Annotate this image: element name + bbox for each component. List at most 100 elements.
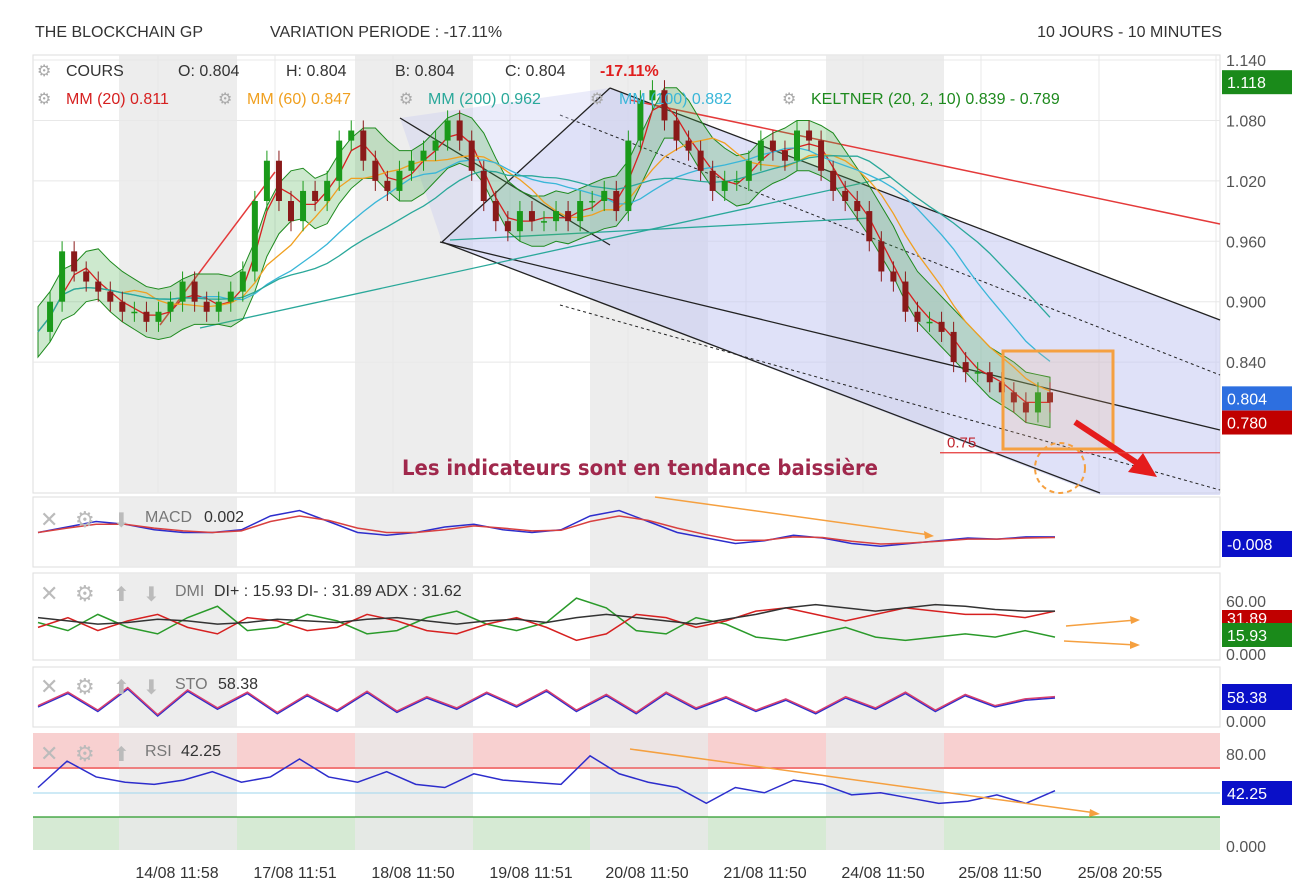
- candle-body: [878, 241, 885, 272]
- y-tick-label: 0.840: [1226, 355, 1266, 372]
- dmi-arrow-2: [1063, 640, 1137, 646]
- candle-body: [215, 301, 222, 312]
- arrow-down-icon[interactable]: ⬇: [143, 675, 160, 699]
- arrow-up-icon[interactable]: ⬆: [113, 675, 130, 699]
- gear-icon[interactable]: ⚙: [399, 89, 413, 108]
- candle-body: [227, 291, 234, 302]
- svg-text:✕: ✕: [40, 675, 58, 700]
- candle-body: [601, 190, 608, 201]
- instrument-name: THE BLOCKCHAIN GP: [35, 24, 203, 41]
- candle-body: [745, 160, 752, 181]
- early-channel-line: [399, 117, 611, 246]
- gear-icon[interactable]: ⚙: [75, 742, 95, 767]
- candle-body: [131, 311, 138, 314]
- arrow-up-icon[interactable]: ⬆: [113, 582, 130, 606]
- candle-body: [709, 170, 716, 191]
- gear-icon[interactable]: ⚙: [75, 675, 95, 700]
- svg-text:⬇: ⬇: [113, 508, 130, 532]
- candle-body: [950, 331, 957, 363]
- gear-icon[interactable]: ⚙: [782, 89, 796, 108]
- x-tick-label: 18/08 11:50: [371, 865, 454, 882]
- period-variation: VARIATION PERIODE : -17.11%: [270, 24, 502, 41]
- y-tick-label: 1.020: [1226, 174, 1266, 191]
- candle-body: [59, 251, 66, 302]
- candle-body: [613, 190, 620, 212]
- day-band: [590, 733, 708, 850]
- arrow-down-icon[interactable]: ⬇: [143, 582, 160, 606]
- y-tick-label: 0.900: [1226, 295, 1266, 312]
- candle-body: [733, 180, 740, 183]
- price-badge-text: 1.118: [1227, 75, 1266, 92]
- day-band: [119, 573, 237, 660]
- svg-text:⬆: ⬆: [113, 675, 130, 699]
- candle-body: [577, 201, 584, 222]
- candle-body: [938, 321, 945, 332]
- gear-icon[interactable]: ⚙: [75, 582, 95, 607]
- x-tick-label: 24/08 11:50: [841, 865, 924, 882]
- svg-text:⚙: ⚙: [75, 582, 95, 607]
- candle-body: [119, 301, 126, 312]
- gear-icon[interactable]: ⚙: [590, 89, 604, 108]
- x-tick-label: 25/08 11:50: [958, 865, 1041, 882]
- gear-icon[interactable]: ⚙: [218, 89, 232, 108]
- candle-body: [384, 180, 391, 191]
- candle-body: [661, 90, 668, 121]
- down-arrow-shaft: [1073, 419, 1142, 468]
- candle-body: [191, 281, 198, 302]
- candle-body: [854, 201, 861, 212]
- indicator-line: [37, 603, 1055, 625]
- day-band: [119, 733, 237, 850]
- candle-body: [143, 311, 150, 322]
- candle-body: [372, 160, 379, 181]
- dmi-arrow-1: [1065, 619, 1137, 627]
- candle-body: [83, 271, 90, 282]
- rsi-title: RSI: [145, 743, 172, 760]
- close-icon[interactable]: ✕: [40, 742, 58, 767]
- sto-value: 58.38: [218, 676, 258, 693]
- candle-body: [288, 201, 294, 222]
- candle-body: [360, 130, 367, 161]
- close-icon[interactable]: ✕: [40, 582, 58, 607]
- candle-body: [1010, 392, 1017, 403]
- rsi-value: 42.25: [181, 743, 221, 760]
- indicator-line: [37, 688, 1056, 717]
- candle-body: [794, 130, 800, 161]
- gear-icon[interactable]: ⚙: [37, 61, 51, 80]
- macd-trend-arrow: [654, 496, 931, 536]
- price-badge: [1222, 410, 1292, 435]
- arrow-up-icon[interactable]: ⬆: [113, 742, 130, 766]
- rsi-ytick-top: 80.00: [1226, 747, 1266, 764]
- period-label: 10 JOURS - 10 MINUTES: [1037, 24, 1222, 41]
- price-badge: [1222, 70, 1292, 95]
- level-label: 0.75: [947, 435, 976, 452]
- candle-body: [275, 160, 282, 201]
- y-tick-label: 1.080: [1226, 113, 1266, 130]
- red-resistance-line: [629, 99, 1221, 225]
- macd-panel: ✕ ⚙ ⬇ MACD 0.002 -0.008: [32, 496, 1292, 568]
- gear-icon[interactable]: ⚙: [75, 508, 95, 533]
- arrow-down-icon[interactable]: ⬇: [113, 508, 130, 532]
- close-icon[interactable]: ✕: [40, 675, 58, 700]
- dmi-badge-green: [1222, 623, 1292, 647]
- candle-body: [1047, 392, 1053, 403]
- x-tick-label: 20/08 11:50: [605, 865, 688, 882]
- candle-body: [842, 190, 849, 201]
- close-icon[interactable]: ✕: [40, 508, 58, 533]
- channel-lower-dotted: [559, 304, 1221, 491]
- candle-body: [396, 170, 403, 191]
- candle-body: [541, 221, 547, 223]
- day-band: [826, 573, 944, 660]
- candle-body: [914, 311, 921, 322]
- indicator-line: [37, 515, 1056, 545]
- candle-body: [806, 130, 813, 141]
- day-band: [826, 497, 944, 567]
- candle-body: [1022, 402, 1029, 413]
- candle-body: [553, 211, 560, 222]
- indicator-line: [37, 754, 1056, 805]
- sto-ytick-bottom: 0.000: [1226, 714, 1266, 731]
- gear-icon[interactable]: ⚙: [37, 89, 51, 108]
- price-badge-text: 0.780: [1227, 416, 1267, 433]
- legend-item: MM (60) 0.847: [247, 91, 351, 108]
- legend-item: MM (20) 0.811: [66, 91, 169, 108]
